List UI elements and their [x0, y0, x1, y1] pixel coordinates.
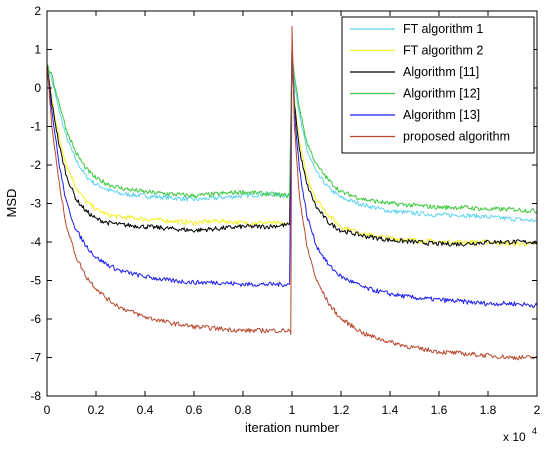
- y-tick-label: -6: [30, 312, 41, 326]
- legend-label-6: proposed algorithm: [403, 130, 510, 144]
- x-tick-label: 0: [44, 403, 51, 417]
- legend-label-3: Algorithm [11]: [403, 65, 479, 79]
- series-line-6: [46, 25, 538, 361]
- x-tick-label: 0.2: [88, 403, 105, 417]
- x-tick-label: 1.4: [382, 403, 399, 417]
- y-tick-label: 2: [34, 4, 41, 18]
- y-tick-label: 0: [34, 81, 41, 95]
- y-tick-label: -2: [30, 158, 41, 172]
- x-tick-label: 1.6: [431, 403, 448, 417]
- x-tick-label: 0.4: [137, 403, 154, 417]
- y-tick-label: -7: [30, 351, 41, 365]
- x-tick-label: 0.8: [235, 403, 252, 417]
- y-tick-label: -1: [30, 120, 41, 134]
- series-layer: [46, 25, 538, 361]
- x-axis-label: iteration number: [245, 420, 340, 435]
- y-tick-label: 1: [34, 43, 41, 57]
- x-tick-label: 1: [289, 403, 296, 417]
- y-tick-label: -5: [30, 274, 41, 288]
- x-axis-ticks: 0 0.2 0.4 0.6 0.8 1 1.2 1.4 1.6 1.8 2: [44, 11, 541, 417]
- x-multiplier-label: x 10: [503, 430, 526, 444]
- legend-label-5: Algorithm [13]: [403, 108, 480, 122]
- legend-label-1: FT algorithm 1: [403, 22, 483, 36]
- legend-label-4: Algorithm [12]: [403, 87, 480, 101]
- x-tick-label: 1.2: [333, 403, 350, 417]
- y-tick-label: -8: [30, 389, 41, 403]
- legend: FT algorithm 1 FT algorithm 2 Algorithm [1…: [341, 16, 535, 154]
- x-tick-label: 1.8: [480, 403, 497, 417]
- x-tick-label: 2: [534, 403, 541, 417]
- y-axis-label: MSD: [4, 189, 19, 218]
- legend-items: FT algorithm 1 FT algorithm 2 Algorithm [1…: [350, 22, 510, 144]
- x-tick-label: 0.6: [186, 403, 203, 417]
- x-multiplier-exponent: 4: [532, 426, 537, 436]
- legend-label-2: FT algorithm 2: [403, 44, 483, 58]
- legend-box: [341, 16, 535, 154]
- y-tick-label: -4: [30, 235, 41, 249]
- y-tick-label: -3: [30, 197, 41, 211]
- y-axis-ticks: -8 -7 -6 -5 -4 -3 -2 -1 0 1 2: [30, 4, 537, 403]
